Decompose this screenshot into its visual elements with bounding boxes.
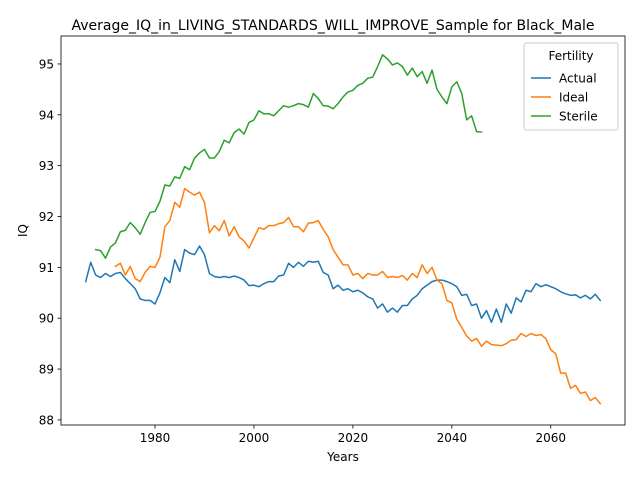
x-axis-label: Years — [326, 450, 359, 464]
y-tick-label: 95 — [39, 57, 54, 71]
series-line-actual — [84, 245, 602, 324]
legend-frame — [523, 42, 619, 131]
legend: Fertility Actual Ideal Sterile — [523, 42, 619, 131]
y-tick-label: 90 — [39, 312, 54, 326]
x-tick-label: 1980 — [140, 431, 171, 445]
legend-label-sterile: Sterile — [559, 110, 598, 124]
x-tick-label: 2040 — [437, 431, 468, 445]
legend-label-ideal: Ideal — [559, 91, 588, 105]
series-line-ideal — [114, 187, 602, 405]
series-lines — [84, 54, 602, 405]
x-tick-label: 2000 — [239, 431, 270, 445]
y-tick-label: 89 — [39, 363, 54, 377]
axis-ticks: 1980 2000 2020 2040 2060 88 89 90 91 92 93 94 95 — [39, 57, 566, 445]
chart-title: Average_IQ_in_LIVING_STANDARDS_WILL_IMPR… — [71, 18, 594, 34]
y-tick-label: 93 — [39, 159, 54, 173]
legend-title: Fertility — [548, 49, 593, 63]
y-tick-label: 92 — [39, 210, 54, 224]
y-tick-label: 94 — [39, 108, 54, 122]
legend-label-actual: Actual — [559, 72, 597, 86]
x-tick-label: 2020 — [338, 431, 369, 445]
y-tick-label: 88 — [39, 413, 54, 427]
y-tick-label: 91 — [39, 261, 54, 275]
y-axis-label: IQ — [16, 224, 30, 237]
series-line-sterile — [94, 54, 483, 259]
x-tick-label: 2060 — [536, 431, 567, 445]
plot-frame — [60, 35, 626, 426]
